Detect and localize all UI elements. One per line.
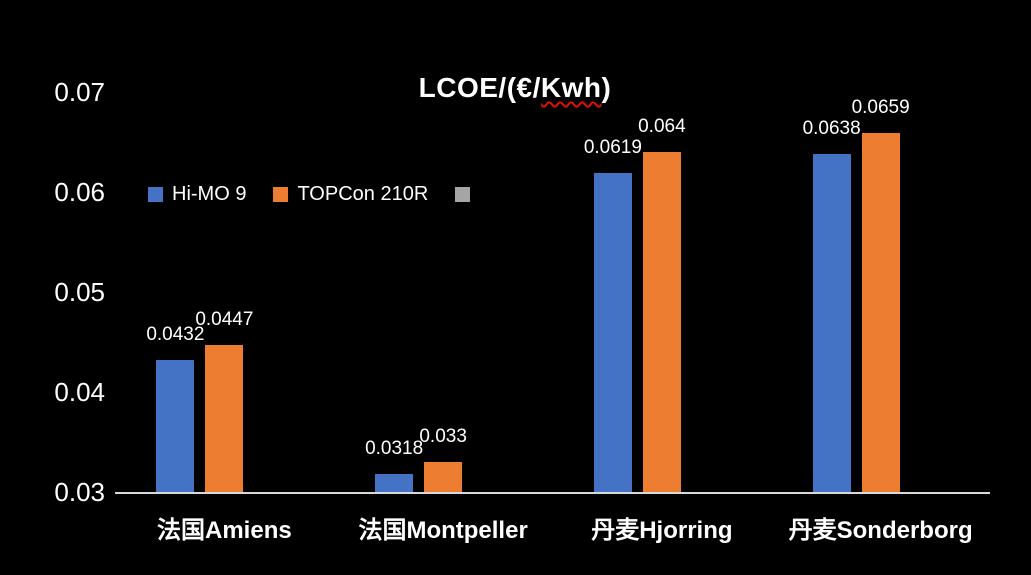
category-label: 法国Montpeller [358, 517, 528, 544]
bar-value-label: 0.0447 [195, 309, 254, 330]
legend-swatch-icon [148, 187, 163, 202]
bar-topcon-210r [205, 345, 244, 492]
bar-value-label: 0.033 [419, 426, 467, 447]
bar-hi-mo-9 [156, 360, 195, 492]
bar-value-label: 0.0659 [851, 97, 910, 118]
legend-item-hi-mo-9: Hi-MO 9 [148, 183, 246, 206]
y-tick-label: 0.06 [54, 177, 105, 207]
category-label: 丹麦Hjorring [591, 517, 733, 544]
legend-swatch-icon [273, 187, 289, 202]
bar-value-label: 0.0318 [365, 438, 424, 459]
legend-item-topcon-210r: TOPCon 210R [273, 183, 428, 206]
bar-value-label: 0.0619 [583, 137, 642, 158]
chart-title-misspelled-word: Kwh [540, 72, 602, 103]
bar-hi-mo-9 [812, 154, 851, 492]
category-label: 法国Amiens [157, 517, 292, 544]
bar-topcon-210r [861, 133, 900, 492]
chart-title: LCOE/(€/Kwh) [115, 72, 915, 104]
bar-topcon-210r [424, 462, 463, 492]
legend-swatch-icon [455, 187, 471, 202]
category-label: 丹麦Sonderborg [788, 517, 973, 544]
bar-hi-mo-9 [593, 173, 632, 492]
bar-value-label: 0.0638 [802, 118, 861, 139]
y-tick-label: 0.03 [54, 477, 105, 507]
x-axis-line [115, 492, 990, 494]
chart-title-suffix: ) [601, 72, 612, 103]
y-tick-label: 0.04 [54, 377, 105, 407]
bar-topcon-210r [642, 152, 681, 492]
bar-value-label: 0.064 [638, 116, 686, 137]
bar-hi-mo-9 [375, 474, 414, 492]
y-tick-label: 0.07 [54, 77, 105, 107]
chart-title-prefix: LCOE/(€/ [418, 72, 541, 103]
chart-legend: Hi-MO 9 TOPCon 210R [148, 183, 506, 206]
legend-label: Hi-MO 9 [172, 183, 247, 205]
bar-value-label: 0.0432 [146, 324, 205, 345]
legend-label: TOPCon 210R [297, 183, 429, 205]
legend-item-unnamed [455, 187, 479, 202]
y-tick-label: 0.05 [54, 277, 105, 307]
